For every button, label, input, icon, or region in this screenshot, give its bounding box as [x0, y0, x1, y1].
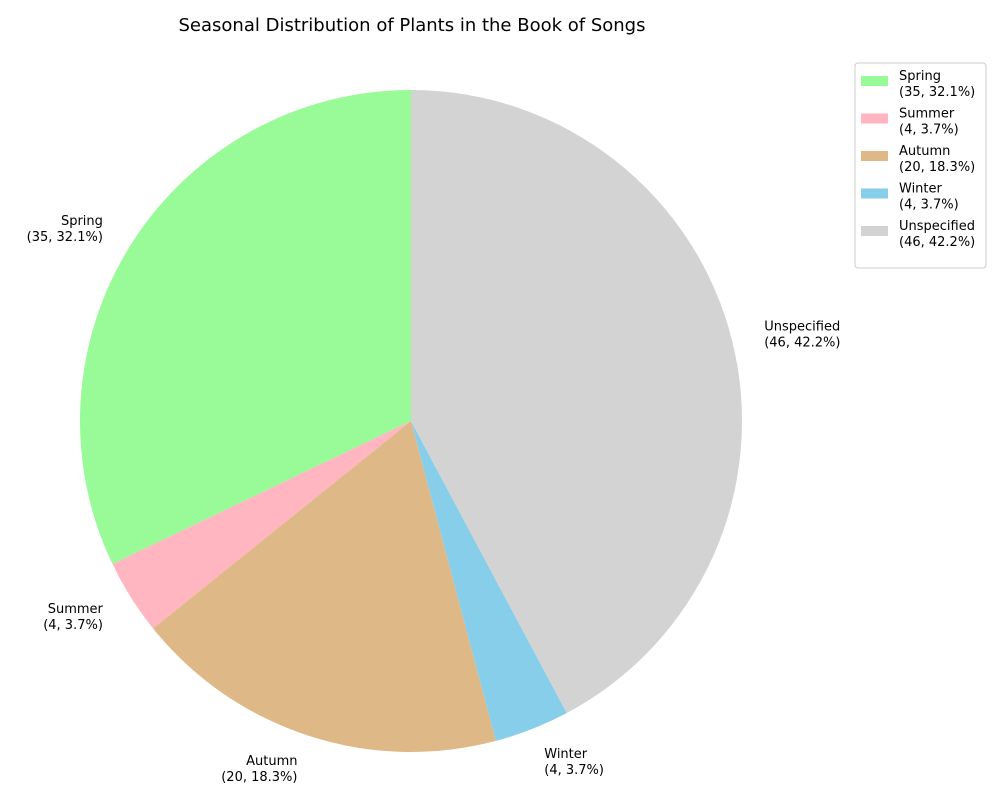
pie-slice-winter	[411, 421, 567, 741]
pie-slice-spring	[79, 90, 412, 565]
legend-swatch-spring	[861, 76, 888, 86]
legend-label-spring: Spring (35, 32.1%)	[899, 69, 975, 100]
chart-title: Seasonal Distribution of Plants in the B…	[179, 15, 646, 36]
legend-swatch-unspecified	[861, 226, 888, 236]
slice-labels: Spring (35, 32.1%) Summer (4, 3.7%) Autumn (2…	[27, 214, 841, 785]
slice-label-autumn: Autumn (20, 18.3%)	[221, 754, 297, 785]
legend-swatch-winter	[861, 188, 888, 199]
slice-label-summer: Summer (4, 3.7%)	[43, 602, 103, 633]
legend-swatch-autumn	[861, 151, 888, 161]
slice-label-spring: Spring (35, 32.1%)	[27, 214, 103, 245]
pie-slice-autumn	[153, 421, 496, 752]
legend-label-unspecified: Unspecified (46, 42.2%)	[899, 219, 975, 250]
legend-swatch-summer	[861, 113, 888, 124]
legend-label-summer: Summer (4, 3.7%)	[899, 107, 959, 138]
slice-label-winter: Winter (4, 3.7%)	[544, 747, 604, 778]
pie-slice-summer	[112, 421, 411, 629]
pie-slices	[79, 90, 742, 752]
legend-label-autumn: Autumn (20, 18.3%)	[899, 144, 975, 175]
legend: Spring (35, 32.1%) Summer (4, 3.7%) Autumn (2…	[854, 62, 987, 269]
pie-slice-unspecified	[411, 90, 742, 714]
legend-label-winter: Winter (4, 3.7%)	[899, 182, 959, 213]
slice-label-unspecified: Unspecified (46, 42.2%)	[764, 320, 840, 351]
